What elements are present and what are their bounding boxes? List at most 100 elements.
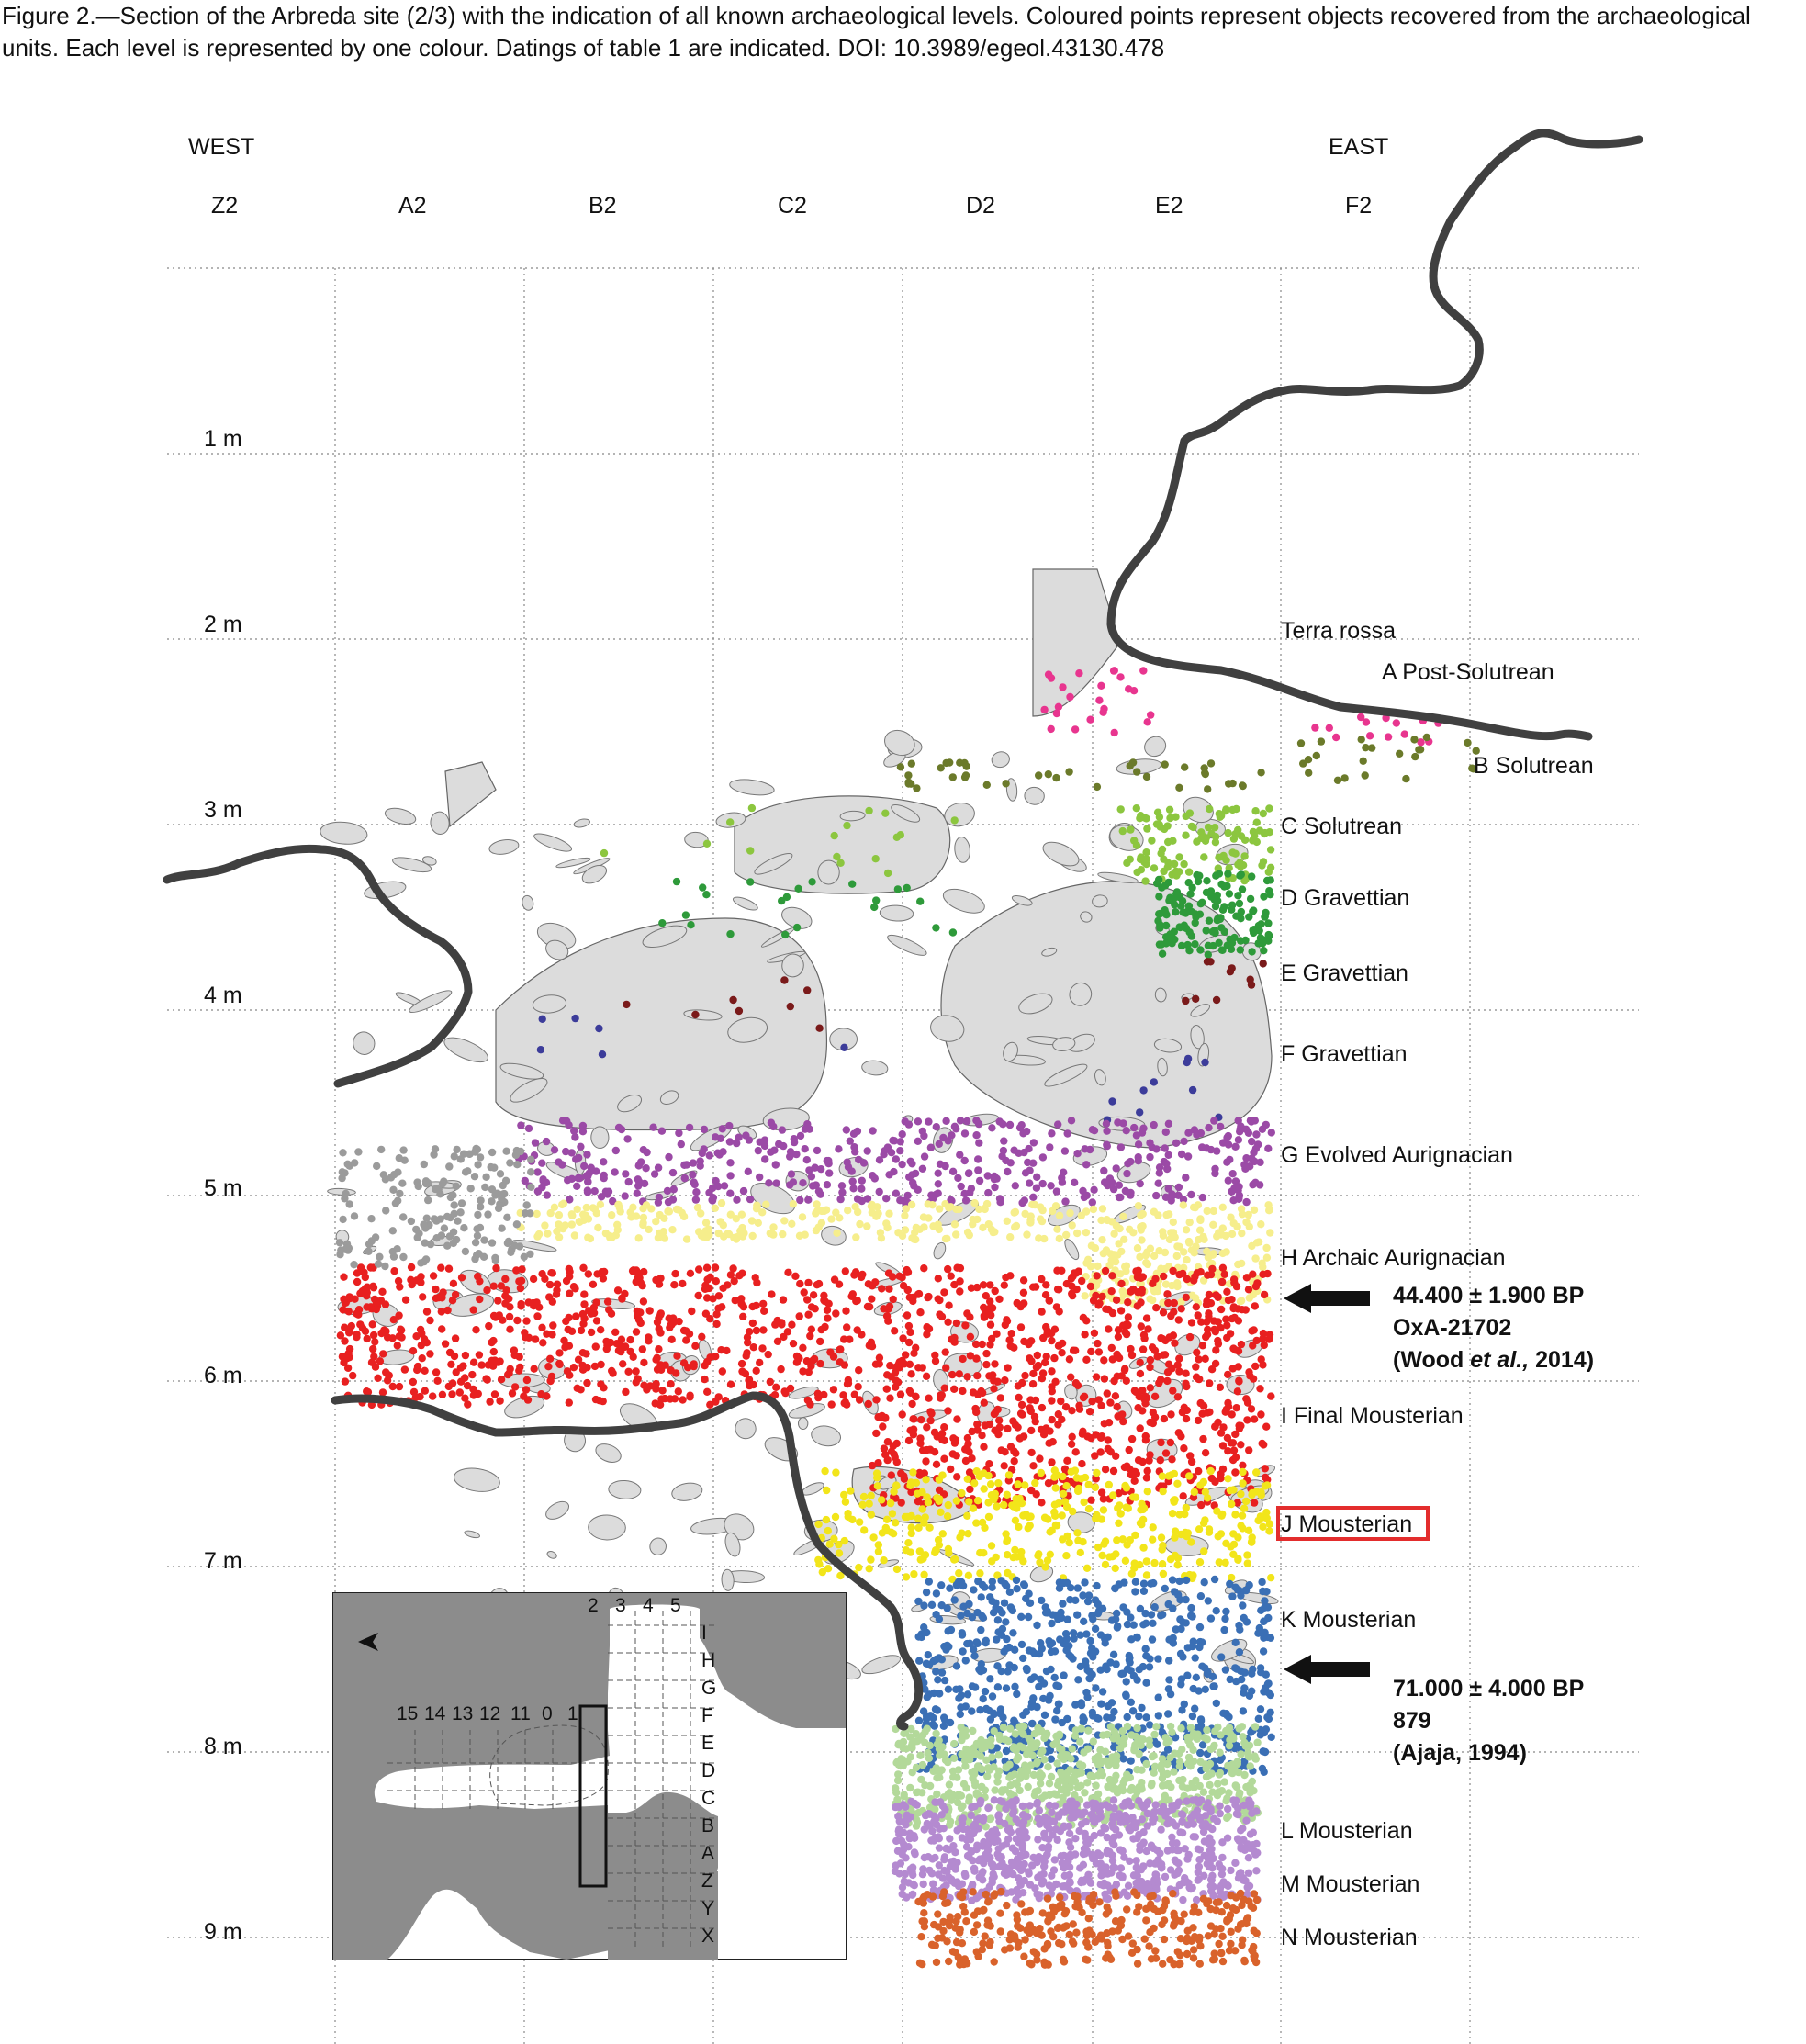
artifact-point (1017, 1121, 1026, 1129)
artifact-point (1041, 1291, 1050, 1299)
artifact-point (1239, 1733, 1247, 1741)
artifact-point (1019, 1580, 1028, 1589)
artifact-point (634, 1177, 644, 1186)
artifact-point (1149, 1523, 1157, 1532)
artifact-point (1251, 1723, 1260, 1731)
artifact-point (950, 816, 959, 825)
rock-fragment (409, 990, 453, 1014)
artifact-point (1043, 1327, 1051, 1335)
artifact-point (919, 1707, 928, 1715)
artifact-point (574, 1355, 583, 1364)
artifact-point (1220, 1778, 1228, 1786)
artifact-point (726, 1172, 735, 1180)
artifact-point (1033, 1173, 1041, 1182)
artifact-point (438, 1390, 447, 1399)
artifact-point (1085, 1408, 1094, 1416)
artifact-point (778, 1126, 787, 1134)
artifact-point (1245, 1222, 1254, 1231)
artifact-point (918, 1760, 927, 1769)
artifact-point (1095, 696, 1104, 704)
artifact-point (1122, 1127, 1130, 1135)
artifact-point (719, 1284, 727, 1293)
artifact-point (1014, 1480, 1022, 1488)
artifact-point (1146, 1139, 1154, 1147)
artifact-point (1256, 1664, 1265, 1672)
artifact-point (469, 1306, 477, 1314)
artifact-point (1194, 1416, 1203, 1425)
artifact-point (1031, 1478, 1039, 1488)
artifact-point (543, 1191, 551, 1199)
artifact-point (544, 1363, 553, 1371)
artifact-point (842, 1307, 850, 1315)
artifact-point (1248, 1154, 1256, 1162)
artifact-point (1084, 1480, 1093, 1489)
artifact-point (982, 1639, 990, 1647)
artifact-point (872, 1429, 881, 1438)
artifact-point (932, 1668, 940, 1676)
artifact-point (639, 1220, 647, 1230)
artifact-point (1259, 1647, 1268, 1656)
artifact-point (929, 1194, 937, 1203)
rock-fragment (1144, 736, 1167, 758)
artifact-point (1002, 1763, 1010, 1771)
artifact-point (1011, 1730, 1020, 1738)
artifact-point (1217, 1305, 1226, 1314)
artifact-point (959, 1387, 967, 1396)
artifact-point (1037, 1468, 1046, 1477)
artifact-point (1155, 893, 1163, 901)
artifact-point (772, 1383, 780, 1392)
artifact-point (988, 1583, 996, 1592)
artifact-point (1080, 1748, 1088, 1757)
artifact-point (1027, 1448, 1036, 1457)
artifact-point (1205, 1771, 1213, 1780)
artifact-point (1118, 1727, 1127, 1735)
artifact-point (1177, 1624, 1185, 1634)
artifact-point (555, 1359, 564, 1368)
artifact-point (875, 1360, 883, 1368)
artifact-point (1249, 907, 1257, 915)
artifact-point (1185, 1239, 1194, 1247)
artifact-point (1238, 1511, 1247, 1520)
artifact-point (1019, 1654, 1027, 1663)
artifact-point (1047, 1182, 1055, 1190)
artifact-point (1139, 667, 1148, 675)
artifact-point (868, 1461, 877, 1470)
artifact-point (995, 1295, 1004, 1304)
artifact-point (1010, 1770, 1019, 1779)
artifact-point (689, 1171, 697, 1179)
artifact-point (1181, 763, 1189, 771)
artifact-point (737, 1299, 746, 1308)
artifact-point (886, 1362, 894, 1370)
artifact-point (1224, 1812, 1233, 1821)
artifact-point (767, 1148, 775, 1156)
artifact-point (890, 1488, 898, 1496)
artifact-point (1193, 1348, 1201, 1357)
artifact-point (877, 1496, 886, 1504)
artifact-point (1059, 683, 1067, 691)
artifact-point (977, 1660, 986, 1668)
artifact-point (827, 1400, 836, 1409)
artifact-point (1203, 1735, 1212, 1744)
rock-fragment (1097, 871, 1139, 883)
artifact-point (546, 1208, 555, 1218)
artifact-point (997, 1667, 1005, 1676)
artifact-point (880, 1444, 889, 1453)
artifact-point (1209, 1682, 1217, 1690)
artifact-point (1142, 1679, 1150, 1687)
artifact-point (1237, 862, 1245, 870)
artifact-point (1166, 1690, 1175, 1699)
artifact-point (937, 1668, 947, 1677)
artifact-point (752, 1205, 761, 1213)
artifact-point (968, 1707, 976, 1715)
artifact-point (1259, 1334, 1267, 1342)
artifact-point (464, 1400, 472, 1409)
artifact-point (451, 1334, 460, 1342)
artifact-point (908, 1769, 916, 1777)
artifact-point (1232, 1677, 1240, 1686)
artifact-point (1102, 1757, 1111, 1765)
artifact-point (1060, 1498, 1070, 1506)
artifact-point (1235, 1194, 1243, 1202)
artifact-point (943, 1512, 952, 1521)
artifact-point (735, 1133, 743, 1141)
artifact-point (995, 1731, 1004, 1740)
